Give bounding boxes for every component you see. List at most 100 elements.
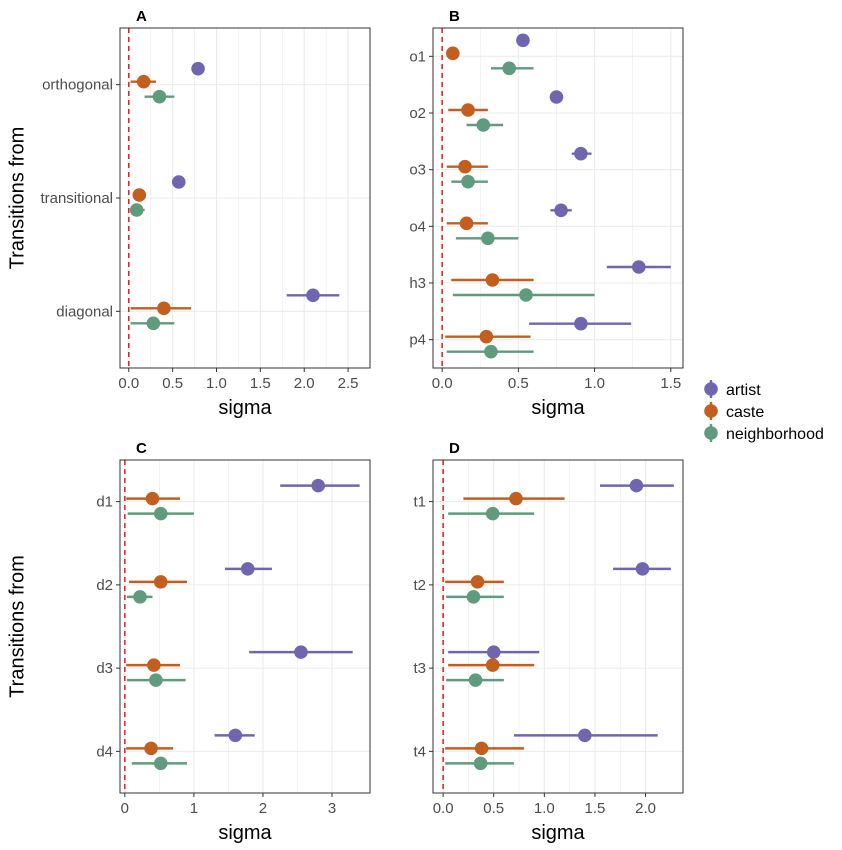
point-o2-caste — [461, 103, 475, 117]
point-d2-neighborhood — [133, 590, 147, 604]
legend-label: artist — [726, 382, 761, 399]
point-o1-caste — [446, 46, 460, 61]
x-axis-title: sigma — [218, 822, 272, 844]
point-d3-caste — [147, 658, 161, 672]
point-d2-artist — [240, 562, 255, 576]
point-orthogonal-caste — [136, 74, 151, 89]
x-tick-label: 1.5 — [585, 800, 606, 817]
point-transitional-neighborhood — [129, 203, 144, 217]
x-tick-label: 0.5 — [162, 375, 183, 392]
point-t2-caste — [470, 575, 485, 589]
y-axis-title: Transitions from — [6, 555, 28, 698]
panel-letter: C — [136, 440, 147, 457]
x-axis-title: sigma — [531, 397, 585, 419]
x-tick-label: 1.5 — [660, 375, 681, 392]
point-o2-neighborhood — [476, 118, 491, 132]
panel-border — [432, 27, 684, 369]
panel-letter: B — [449, 8, 460, 25]
y-tick-label: orthogonal — [42, 77, 113, 94]
point-diagonal-artist — [306, 288, 320, 303]
y-tick-label: o2 — [409, 105, 426, 122]
y-tick-label: d2 — [96, 577, 113, 594]
x-tick-label: 1 — [190, 800, 198, 817]
x-tick-label: 1.0 — [584, 375, 605, 392]
point-o3-caste — [458, 159, 472, 174]
legend-point-glyph — [704, 382, 718, 396]
y-axis-title: Transitions from — [6, 127, 28, 270]
y-tick-label: diagonal — [56, 303, 113, 320]
panel-a: orthogonal transitional diagonal 0.0 0.5 1.0 1… — [6, 8, 371, 419]
point-t3-artist — [486, 645, 501, 659]
plot-area — [433, 28, 683, 368]
panel-letter: D — [449, 440, 460, 457]
legend-item-caste: caste — [704, 402, 764, 421]
x-axis-title: sigma — [218, 397, 272, 419]
legend-item-neighborhood: neighborhood — [704, 424, 824, 443]
legend-item-artist: artist — [704, 380, 761, 399]
x-tick-label: 0.0 — [432, 375, 453, 392]
point-orthogonal-artist — [191, 61, 205, 76]
point-d2-caste — [153, 575, 168, 589]
y-tick-label: p4 — [409, 332, 426, 349]
point-t1-neighborhood — [485, 506, 500, 521]
panel-border — [119, 459, 371, 794]
point-orthogonal-neighborhood — [152, 89, 167, 104]
y-tick-label: t4 — [413, 743, 426, 760]
point-o3-artist — [574, 146, 588, 161]
y-tick-label: t2 — [413, 577, 426, 594]
panel-border — [432, 459, 684, 794]
point-diagonal-caste — [157, 301, 171, 316]
point-o4-neighborhood — [481, 231, 495, 246]
y-tick-label: d4 — [96, 743, 113, 760]
legend-point-glyph — [704, 404, 718, 418]
point-d1-caste — [145, 491, 160, 506]
x-tick-label: 0.5 — [508, 375, 529, 392]
point-t3-neighborhood — [468, 673, 483, 687]
point-o4-artist — [554, 203, 568, 218]
x-tick-label: 1.5 — [250, 375, 271, 392]
point-o1-artist — [516, 33, 530, 48]
x-axis-title: sigma — [531, 822, 585, 844]
legend-label: neighborhood — [726, 426, 824, 443]
y-tick-label: d3 — [96, 660, 113, 677]
x-tick-label: 2.5 — [338, 375, 359, 392]
point-t3-caste — [485, 658, 500, 672]
point-t2-artist — [635, 562, 650, 576]
point-h3-artist — [631, 260, 646, 274]
point-p4-artist — [574, 316, 588, 331]
point-t2-neighborhood — [466, 590, 481, 604]
point-t4-artist — [578, 728, 592, 743]
point-h3-caste — [485, 273, 500, 287]
point-d3-neighborhood — [149, 673, 163, 687]
x-tick-label: 0 — [121, 800, 129, 817]
x-tick-label: 1.0 — [534, 800, 555, 817]
x-tick-label: 0.0 — [118, 375, 139, 392]
point-o4-caste — [459, 216, 474, 231]
point-d3-artist — [294, 645, 308, 659]
y-tick-label: d1 — [96, 494, 113, 511]
panel-letter: A — [136, 8, 147, 25]
y-tick-label: t1 — [413, 494, 426, 511]
point-d4-artist — [228, 728, 243, 743]
x-tick-label: 2.0 — [635, 800, 656, 817]
point-o1-neighborhood — [502, 61, 517, 76]
point-t4-neighborhood — [473, 756, 488, 771]
point-transitional-caste — [132, 188, 147, 202]
panels: orthogonal transitional diagonal 0.0 0.5 1.0 1… — [6, 8, 684, 844]
point-transitional-artist — [171, 175, 186, 189]
y-tick-label: o3 — [409, 162, 426, 179]
point-t1-artist — [629, 478, 644, 493]
plot-area — [433, 460, 683, 793]
x-tick-label: 0.5 — [483, 800, 504, 817]
point-o2-artist — [549, 90, 564, 104]
y-tick-label: t3 — [413, 660, 426, 677]
legend-point-glyph — [704, 426, 718, 440]
x-tick-label: 3 — [328, 800, 336, 817]
point-h3-neighborhood — [519, 288, 533, 302]
y-tick-label: transitional — [40, 190, 113, 207]
point-p4-neighborhood — [484, 344, 498, 359]
point-t4-caste — [474, 741, 489, 756]
x-tick-label: 2.0 — [294, 375, 315, 392]
point-d4-neighborhood — [153, 756, 168, 771]
